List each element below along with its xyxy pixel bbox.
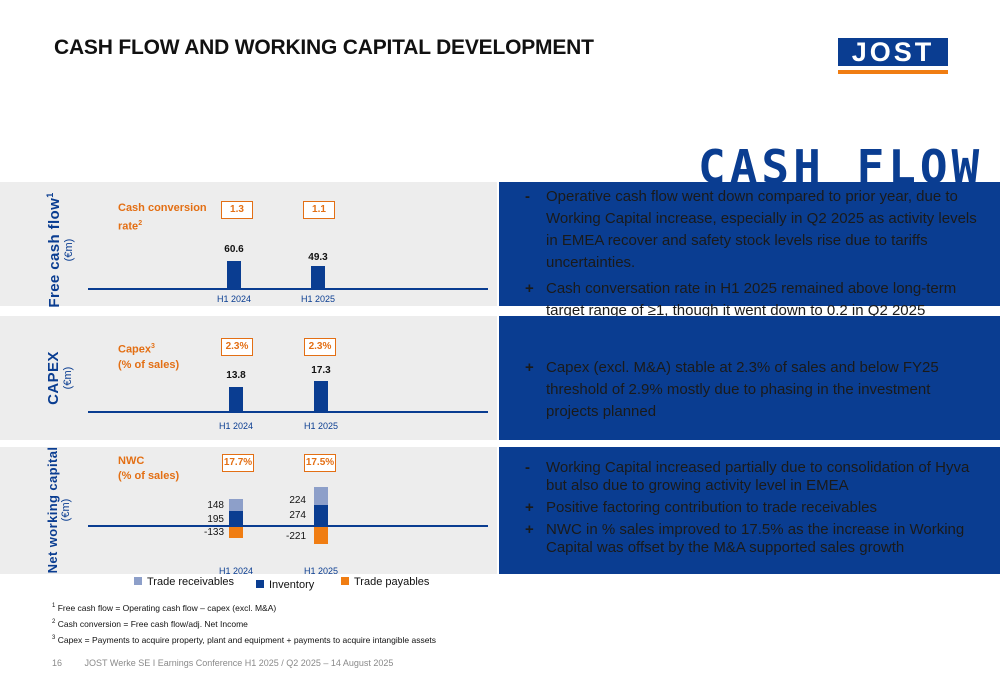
fcf-bullet-2: + Cash conversation rate in H1 2025 remai… [525,280,957,319]
capex-bullets: + Capex (excl. M&A) stable at 2.3% of sal… [525,357,980,427]
nwc-legend: Trade receivables Inventory Trade payabl… [0,576,497,591]
jost-logo: JOST [838,38,948,74]
nwc-payables-bar-2024 [229,527,243,538]
capex-chart-panel [0,316,497,440]
nwc-inventory-value-2025: 274 [289,510,306,521]
capex-commentary-panel [499,316,1000,440]
fcf-axis [88,288,488,290]
nwc-payables-value-2025: -221 [285,531,306,542]
capex-ratio-2024: 2.3% [221,338,253,356]
nwc-year-2025: H1 2025 [303,566,339,576]
fcf-ratio-2025: 1.1 [303,201,335,219]
svg-text:JOST: JOST [852,38,935,67]
capex-bar-2024 [229,387,243,411]
nwc-payables-bar-2025 [314,527,328,544]
page-title: CASH FLOW AND WORKING CAPITAL DEVELOPMEN… [54,36,594,59]
fcf-bullet-1: - Operative cash flow went down compared … [525,188,977,271]
footnotes: 1 Free cash flow = Operating cash flow –… [52,599,436,646]
fcf-bullets: - Operative cash flow went down compared … [525,186,980,326]
capex-year-2024: H1 2024 [218,421,254,431]
nwc-inventory-value-2024: 195 [207,514,224,525]
capex-axis [88,411,488,413]
page-number: 16 [52,658,63,668]
fcf-side-label: Free cash flow1 (€m) [45,192,75,308]
nwc-bullet-1: - Working Capital increased partially due… [525,459,970,494]
svg-text:CASH FLOW: CASH FLOW [698,146,983,186]
capex-side-label: CAPEX (€m) [45,351,74,405]
legend-inventory: Inventory [256,579,314,591]
legend-trade-receivables: Trade receivables [134,576,234,588]
nwc-inventory-bar-2024 [229,511,243,526]
nwc-ratio-2025: 17.5% [304,454,336,472]
fcf-ratio-2024: 1.3 [221,201,253,219]
nwc-bullet-3: + NWC in % sales improved to 17.5% as the… [525,521,965,556]
nwc-receivables-value-2024: 148 [207,500,224,511]
nwc-payables-value-2024: -133 [203,527,224,538]
nwc-side-label: Net working capital (€m) [45,446,72,574]
legend-trade-payables: Trade payables [341,576,429,588]
nwc-year-2024: H1 2024 [218,566,254,576]
footnote-3: 3 Capex = Payments to acquire property, … [52,634,437,645]
footnote-2: 2 Cash conversion = Free cash flow/adj. … [52,618,248,629]
nwc-bullets: - Working Capital increased partially due… [525,459,980,561]
fcf-year-2024: H1 2024 [216,294,252,304]
capex-value-2024: 13.8 [226,370,246,381]
nwc-axis [88,525,488,527]
fcf-value-2025: 49.3 [308,252,328,263]
nwc-receivables-bar-2025 [314,487,328,505]
capex-bar-2025 [314,381,328,411]
fcf-bar-2025 [311,266,325,288]
capex-value-2025: 17.3 [311,365,331,376]
capex-ratio-2025: 2.3% [304,338,336,356]
fcf-bar-2024 [227,261,241,288]
cash-flow-stamp: CASH FLOW [696,146,1000,186]
nwc-ratio-2024: 17.7% [222,454,254,472]
nwc-receivables-bar-2024 [229,499,243,511]
capex-year-2025: H1 2025 [303,421,339,431]
fcf-year-2025: H1 2025 [300,294,336,304]
page-footer: 16 JOST Werke SE I Earnings Conference H… [52,658,393,668]
nwc-commentary-panel [499,447,1000,574]
fcf-metric-label: Cash conversion rate2 [118,202,207,233]
nwc-inventory-bar-2025 [314,505,328,526]
footer-text: JOST Werke SE I Earnings Conference H1 2… [84,658,394,668]
nwc-receivables-value-2025: 224 [289,495,306,506]
capex-bullet-1: + Capex (excl. M&A) stable at 2.3% of sal… [525,359,939,420]
fcf-value-2024: 60.6 [224,244,244,255]
fcf-commentary-panel [499,182,1000,306]
capex-metric-label: Capex3 (% of sales) [118,343,180,371]
nwc-bullet-2: + Positive factoring contribution to trad… [525,499,878,516]
footnote-1: 1 Free cash flow = Operating cash flow –… [52,602,277,613]
nwc-metric-label: NWC (% of sales) [118,455,180,482]
